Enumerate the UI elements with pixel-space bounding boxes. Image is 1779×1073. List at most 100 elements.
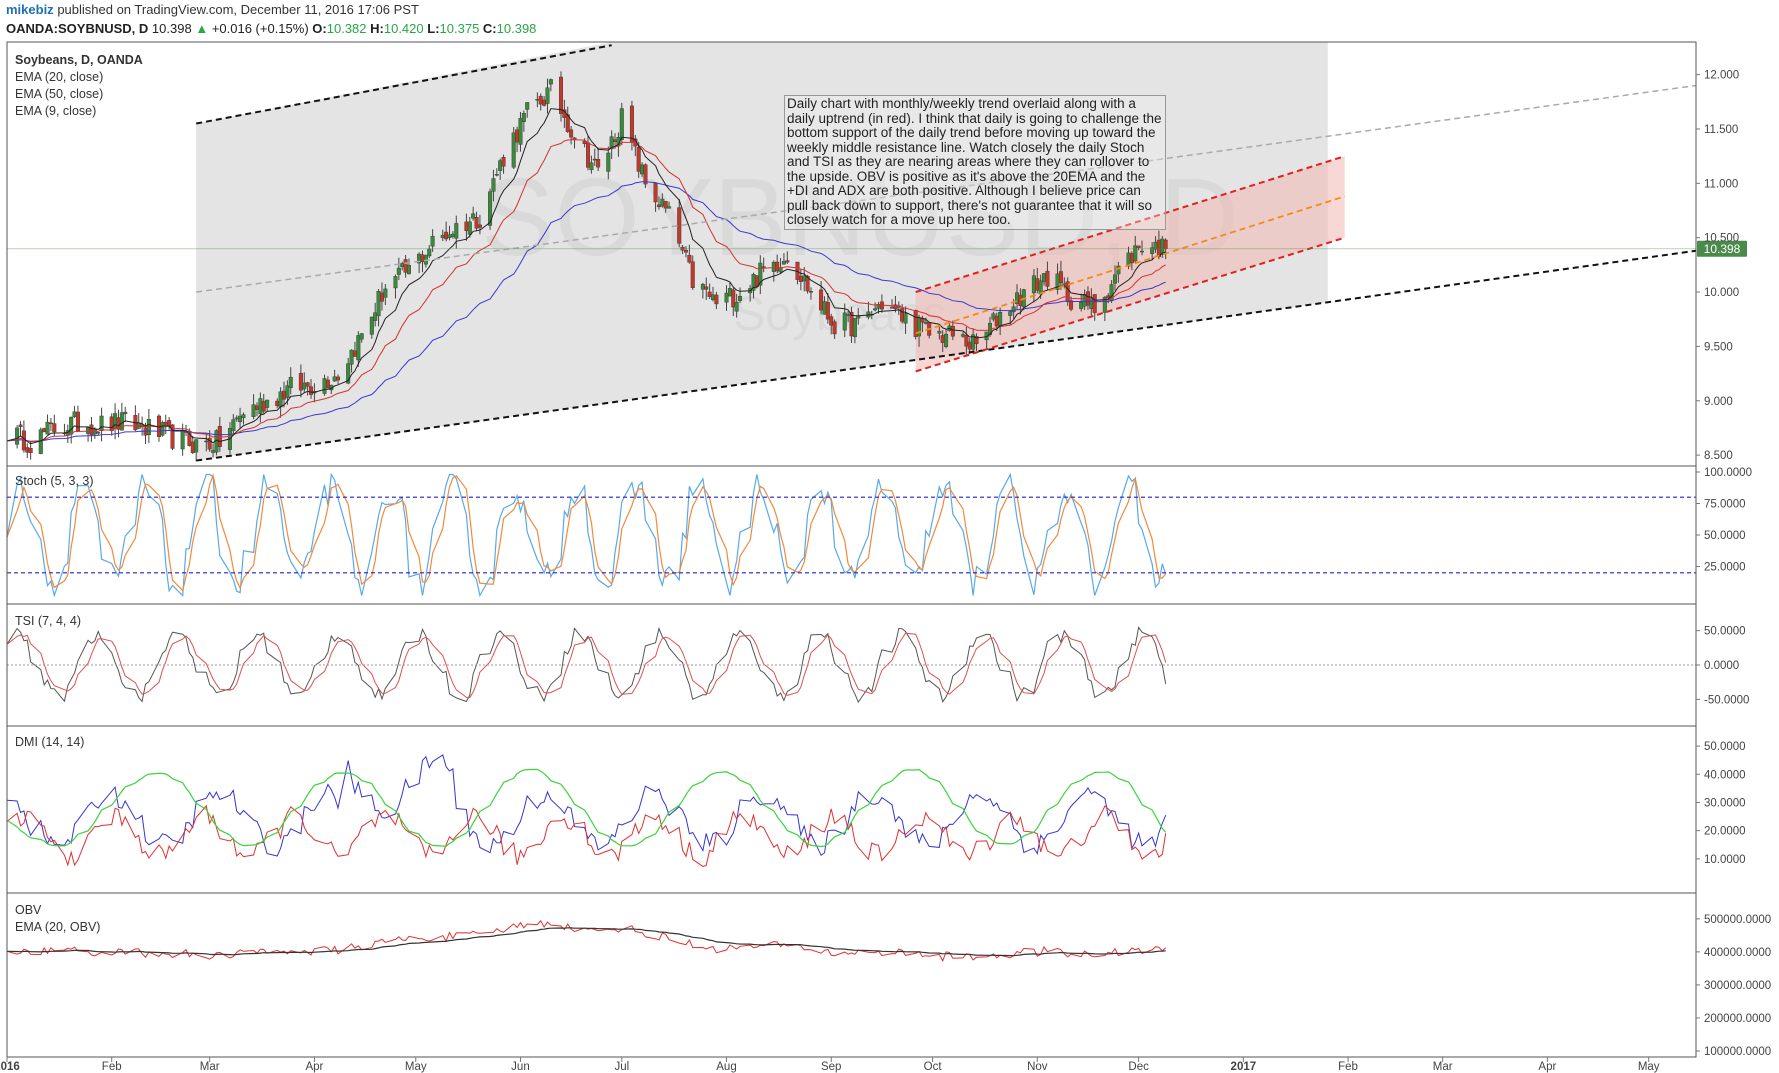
dmi-tick-label: 10.0000	[1704, 854, 1746, 866]
candle-body	[241, 414, 246, 419]
price-tag-bg	[1697, 240, 1747, 257]
legend-ema50[interactable]: EMA (50, close)	[15, 87, 104, 101]
candle-body	[447, 234, 452, 238]
ema9-line	[6, 108, 1166, 445]
candle-body	[964, 335, 969, 347]
candle-body	[511, 132, 516, 168]
published-text: published on TradingView.com, December 1…	[57, 2, 419, 17]
candle-body	[427, 248, 432, 257]
weekly-channel-fill	[196, 42, 1328, 461]
legend-ema9[interactable]: EMA (9, close)	[15, 104, 97, 118]
dmi-legend[interactable]: DMI (14, 14)	[15, 735, 85, 749]
time-label: Mar	[1433, 1061, 1453, 1073]
time-label: 2016	[0, 1061, 20, 1073]
candle-body	[322, 378, 327, 394]
candle-body	[653, 183, 658, 203]
candle-body	[430, 235, 435, 247]
time-label: Jul	[614, 1061, 629, 1073]
candle-body	[974, 336, 979, 345]
candle-body	[714, 294, 719, 305]
candle-body	[393, 276, 398, 289]
low-value: 10.375	[439, 21, 480, 36]
candle-body	[258, 398, 263, 415]
candle-body	[940, 335, 945, 343]
time-label: Aug	[716, 1061, 736, 1073]
candle-body	[1011, 306, 1016, 313]
candle-body	[991, 313, 996, 320]
candle-body	[356, 335, 361, 361]
price-tag: 10.398	[1704, 242, 1741, 256]
candle-body	[325, 379, 330, 389]
open-value: 10.382	[326, 21, 367, 36]
trendline-3	[196, 249, 1697, 462]
last-price: 10.398	[151, 21, 192, 36]
candle-body	[525, 102, 530, 110]
candle-body	[373, 312, 378, 321]
candle-body	[640, 164, 645, 175]
candle-body	[471, 213, 476, 219]
candle-body	[99, 415, 104, 431]
candle-body	[45, 421, 50, 435]
stoch-d-line	[6, 473, 1167, 592]
tsi-signal-line	[6, 632, 1167, 699]
time-label: Feb	[1338, 1061, 1358, 1073]
candle-body	[609, 136, 614, 150]
candle-body	[25, 447, 30, 453]
candle-body	[305, 382, 310, 387]
candle-body	[298, 372, 303, 391]
candle-body	[440, 234, 445, 238]
tsi-legend[interactable]: TSI (7, 4, 4)	[15, 614, 81, 628]
candle-body	[1045, 270, 1050, 287]
candle-body	[758, 262, 763, 286]
candle-body	[724, 292, 729, 303]
legend-ema20[interactable]: EMA (20, close)	[15, 70, 104, 84]
stoch-legend[interactable]: Stoch (5, 3, 3)	[15, 474, 94, 488]
time-label: May	[405, 1061, 427, 1073]
candle-body	[89, 424, 94, 436]
close-label: C:	[482, 21, 497, 36]
tsi-tick-label: 50.0000	[1704, 626, 1746, 638]
candle-body	[1153, 241, 1158, 250]
candle-body	[474, 217, 479, 229]
candle-body	[109, 416, 114, 431]
candle-body	[944, 333, 949, 347]
candle-body	[667, 206, 672, 209]
obv-legend: OBV EMA (20, OBV)	[15, 902, 100, 936]
obv-legend-ema[interactable]: EMA (20, OBV)	[15, 920, 101, 934]
candle-body	[704, 286, 709, 290]
author-name[interactable]: mikebiz	[6, 2, 54, 17]
candle-body	[829, 316, 834, 326]
time-label: May	[1638, 1061, 1660, 1073]
candle-body	[582, 140, 587, 144]
chart-header: mikebiz published on TradingView.com, De…	[0, 0, 1779, 44]
obv-tick-label: 100000.0000	[1704, 1046, 1771, 1058]
candle-body	[606, 152, 611, 172]
candle-body	[937, 330, 942, 334]
obv-legend-title[interactable]: OBV	[15, 903, 42, 917]
candle-body	[309, 386, 314, 395]
candle-body	[731, 289, 736, 308]
candle-body	[998, 311, 1003, 328]
candle-body	[332, 376, 337, 382]
candle-body	[160, 422, 165, 436]
analysis-note[interactable]: Daily chart with monthly/weekly trend ov…	[784, 95, 1166, 230]
time-label: Oct	[924, 1061, 943, 1073]
dmi-tick-label: 40.0000	[1704, 769, 1746, 781]
candle-body	[403, 259, 408, 273]
candle-body	[825, 301, 830, 320]
candle-body	[521, 113, 526, 123]
high-label: H:	[370, 21, 384, 36]
candle-body	[636, 146, 641, 172]
candle-body	[822, 301, 827, 315]
candle-body	[1069, 300, 1074, 310]
candle-body	[187, 432, 192, 447]
candle-body	[785, 260, 790, 263]
candle-body	[204, 440, 209, 443]
candle-body	[72, 411, 77, 418]
obv-tick-label: 500000.0000	[1704, 914, 1771, 926]
stoch-tick-label: 100.0000	[1704, 467, 1752, 479]
candle-body	[1136, 245, 1141, 248]
candle-body	[450, 233, 455, 237]
main-pane-legend: Soybeans, D, OANDA EMA (20, close) EMA (…	[15, 52, 143, 120]
